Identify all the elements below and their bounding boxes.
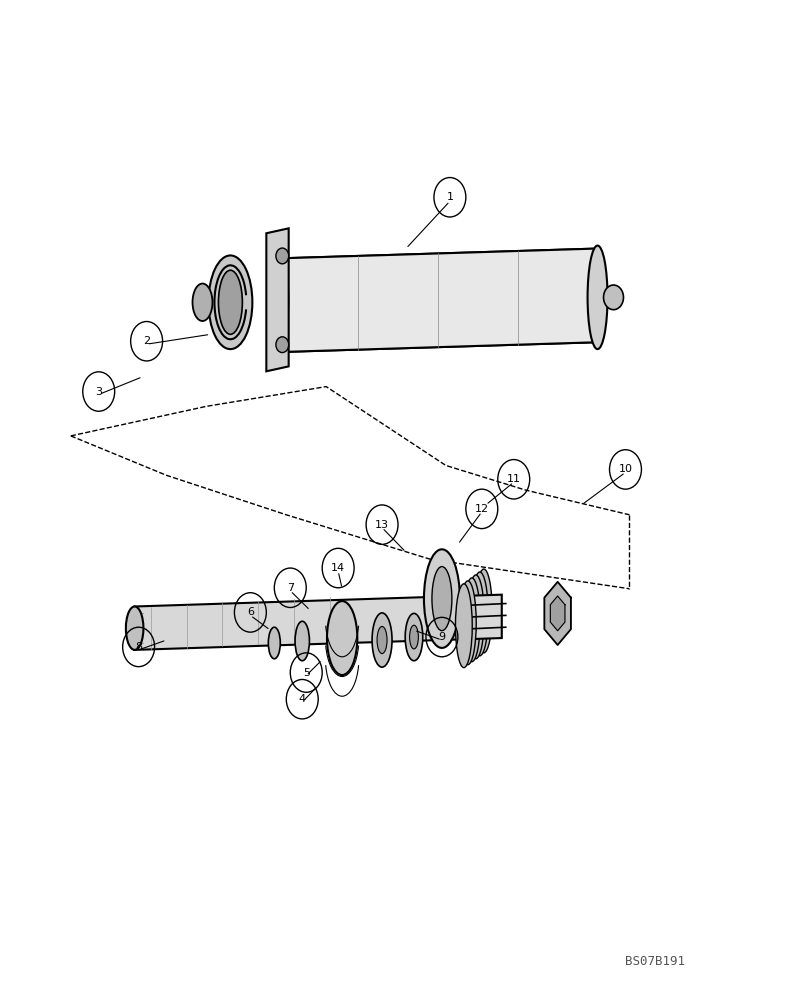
Polygon shape [543,582,570,645]
Ellipse shape [455,584,472,668]
Text: 4: 4 [298,694,306,704]
Text: 8: 8 [135,642,142,652]
Text: 5: 5 [303,668,309,678]
Text: 14: 14 [331,563,345,573]
Text: 12: 12 [474,504,488,514]
Text: 10: 10 [618,464,632,474]
Text: 9: 9 [438,632,445,642]
Polygon shape [550,596,564,631]
Ellipse shape [409,625,418,649]
Ellipse shape [327,601,357,675]
Text: 7: 7 [286,583,294,593]
Ellipse shape [376,626,387,654]
Circle shape [276,248,289,264]
Ellipse shape [459,581,475,665]
Text: 6: 6 [247,607,254,617]
Text: 11: 11 [506,474,520,484]
Text: 2: 2 [143,336,150,346]
Polygon shape [266,228,289,371]
Ellipse shape [463,578,479,662]
Ellipse shape [208,255,252,349]
Ellipse shape [405,613,423,661]
Ellipse shape [192,284,212,321]
Ellipse shape [423,549,459,648]
Ellipse shape [371,613,392,667]
Text: BS07B191: BS07B191 [624,955,684,968]
Ellipse shape [467,575,483,659]
Text: 3: 3 [95,387,102,397]
Ellipse shape [294,621,309,661]
Ellipse shape [126,606,144,650]
Ellipse shape [268,627,280,659]
Circle shape [276,337,289,353]
Ellipse shape [603,285,623,310]
Ellipse shape [475,569,491,653]
Text: 13: 13 [375,520,388,530]
Ellipse shape [587,246,607,349]
Polygon shape [135,595,501,650]
Ellipse shape [431,567,452,631]
Text: 1: 1 [446,192,453,202]
Polygon shape [278,249,597,352]
Ellipse shape [471,572,487,656]
Ellipse shape [218,270,242,334]
